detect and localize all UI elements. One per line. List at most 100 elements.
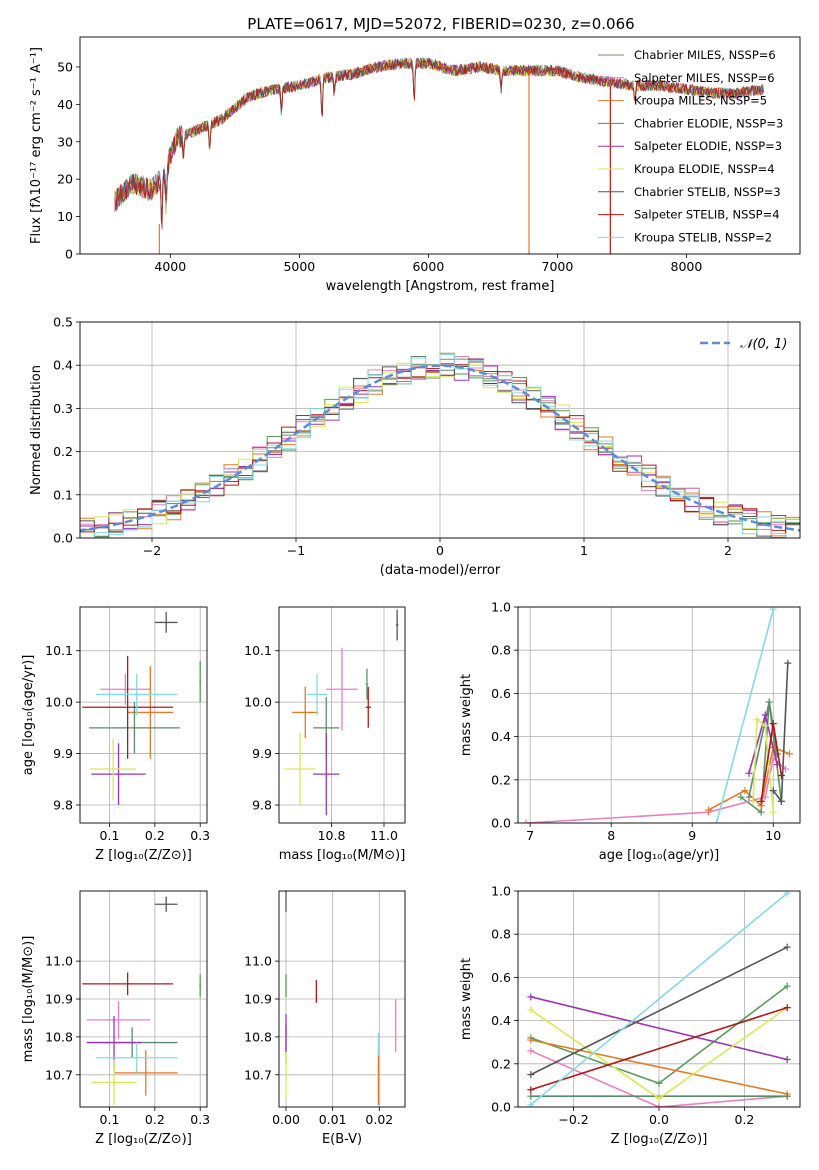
- x-tick-label: 0.02: [365, 1112, 393, 1127]
- legend-label: Chabrier STELIB, NSSP=3: [634, 185, 781, 199]
- plot-area: [80, 352, 800, 538]
- legend: Chabrier MILES, NSSP=6 Salpeter MILES, NS…: [598, 48, 783, 244]
- y-tick-label: 10.0: [45, 695, 73, 710]
- grid: [518, 606, 800, 824]
- weight-marker: [741, 787, 749, 795]
- weight-marker: [522, 819, 530, 823]
- y-tick-label: 40: [57, 97, 73, 112]
- x-tick-label: 0.2: [145, 1112, 165, 1127]
- panel-mass_vs_EBV: 0.00 0.01 0.02 10.7 10.8 10.9 11.0 E(B-V): [244, 890, 406, 1147]
- weight-line: [740, 701, 783, 814]
- y-tick-label: 10.0: [244, 695, 272, 710]
- axes-frame: [79, 606, 208, 824]
- panel-mass_vs_Z: 0.1 0.2 0.3 10.7 10.8 10.9 11.0 Z [log₁₀(Z/Z⊙)]…: [21, 890, 210, 1147]
- weight-marker: [783, 891, 791, 897]
- x-axis-label: mass [log₁₀(M/M⊙)]: [279, 848, 406, 863]
- grid: [80, 607, 207, 823]
- x-tick-label: 10.8: [318, 828, 346, 843]
- weight-marker: [761, 711, 769, 719]
- y-axis-label: Normed distribution: [29, 365, 44, 495]
- weight-marker: [527, 1101, 535, 1107]
- weight-marker: [757, 808, 765, 816]
- y-axis-label: Flux [fλ10⁻¹⁷ erg cm⁻² s⁻¹ A⁻¹]: [29, 47, 44, 244]
- plot-area: [285, 891, 397, 1106]
- x-tick-label: 6000: [412, 259, 444, 274]
- y-tick-label: 0.8: [491, 643, 511, 658]
- x-tick-label: 0.0: [649, 1112, 669, 1127]
- y-tick-label: 30: [57, 134, 73, 149]
- weight-marker: [761, 722, 769, 730]
- y-tick-label: 9.8: [252, 798, 272, 813]
- weight-marker: [783, 1055, 791, 1063]
- y-tick-label: 0.2: [53, 444, 73, 459]
- y-tick-label: 0.8: [491, 927, 511, 942]
- weight-line: [530, 1039, 788, 1095]
- y-tick-label: 10.1: [244, 643, 272, 658]
- panel-massweight_vs_Z: −0.2 0.0 0.2 0.0 0.2 0.4 0.6 0.8 1.0 Z [log₁₀(Z/Z…: [459, 884, 801, 1147]
- weight-marker: [783, 1004, 791, 1012]
- weight-marker: [655, 1094, 663, 1102]
- x-tick-label: 7: [526, 828, 534, 843]
- spectrum-line: [114, 57, 764, 224]
- x-tick-label: 2: [724, 543, 732, 558]
- legend-label: Kroupa ELODIE, NSSP=4: [634, 162, 775, 176]
- weight-marker: [527, 1086, 535, 1094]
- y-tick-label: 10.9: [45, 992, 73, 1007]
- y-tick-label: 0.1: [53, 487, 73, 502]
- axes-frame: [278, 606, 406, 824]
- y-tick-label: 10.8: [45, 1029, 73, 1044]
- y-tick-label: 50: [57, 59, 73, 74]
- weight-marker: [769, 720, 777, 728]
- x-tick-label: 1: [580, 543, 588, 558]
- x-tick-label: −1: [287, 543, 305, 558]
- weight-marker: [527, 1036, 535, 1044]
- weight-marker: [527, 1006, 535, 1014]
- x-tick-label: 0.01: [319, 1112, 347, 1127]
- y-tick-label: 0.2: [491, 772, 511, 787]
- weight-line: [752, 717, 775, 813]
- y-tick-label: 10: [57, 209, 73, 224]
- axes-frame: [278, 890, 406, 1108]
- weight-marker: [783, 1092, 791, 1100]
- weight-marker: [757, 797, 765, 805]
- y-tick-label: 0.4: [491, 1013, 511, 1028]
- y-tick-label: 20: [57, 172, 73, 187]
- axes-frame: [517, 606, 801, 824]
- y-tick-label: 10.8: [244, 1029, 272, 1044]
- panel-spectrum: 4000 5000 6000 7000 8000 0 10 20 30 40 50 wavelengt…: [29, 36, 801, 294]
- weight-marker: [777, 771, 785, 779]
- weight-marker: [753, 715, 761, 723]
- y-tick-label: 10.9: [244, 992, 272, 1007]
- y-tick-label: 10.7: [244, 1067, 272, 1082]
- panel-massweight_vs_age: 7 8 9 10 0.0 0.2 0.4 0.6 0.8 1.0 age [log₁₀(age/yr…: [459, 600, 801, 863]
- plot-area: [522, 607, 793, 823]
- y-tick-label: 9.9: [252, 746, 272, 761]
- x-tick-label: 0.3: [190, 828, 210, 843]
- axes-frame: [79, 890, 208, 1108]
- axes-frame: [79, 36, 801, 255]
- weight-marker: [527, 1047, 535, 1055]
- axes-frame: [79, 321, 801, 539]
- y-tick-label: 1.0: [491, 884, 511, 899]
- plot-area: [114, 56, 764, 254]
- plot-area: [82, 612, 202, 805]
- weight-marker: [737, 793, 745, 801]
- weight-marker: [655, 1079, 663, 1087]
- plot-area: [527, 891, 791, 1107]
- weight-marker: [527, 1071, 535, 1079]
- legend-label: Kroupa STELIB, NSSP=2: [634, 230, 772, 244]
- weight-marker: [769, 808, 777, 816]
- x-tick-label: 9: [688, 828, 696, 843]
- y-tick-label: 0.2: [491, 1056, 511, 1071]
- y-axis-label: mass weight: [459, 674, 474, 756]
- x-tick-label: 8: [607, 828, 615, 843]
- weight-line: [530, 1006, 788, 1091]
- weight-marker: [745, 793, 753, 801]
- weight-line: [530, 946, 788, 1076]
- panel-age_vs_mass: 10.8 11.0 9.8 9.9 10.0 10.1 mass [log₁₀(M/M⊙)]: [244, 606, 406, 863]
- weight-marker: [785, 750, 793, 758]
- x-tick-label: 0.2: [735, 1112, 755, 1127]
- weight-marker: [765, 698, 773, 706]
- y-tick-label: 9.9: [53, 746, 73, 761]
